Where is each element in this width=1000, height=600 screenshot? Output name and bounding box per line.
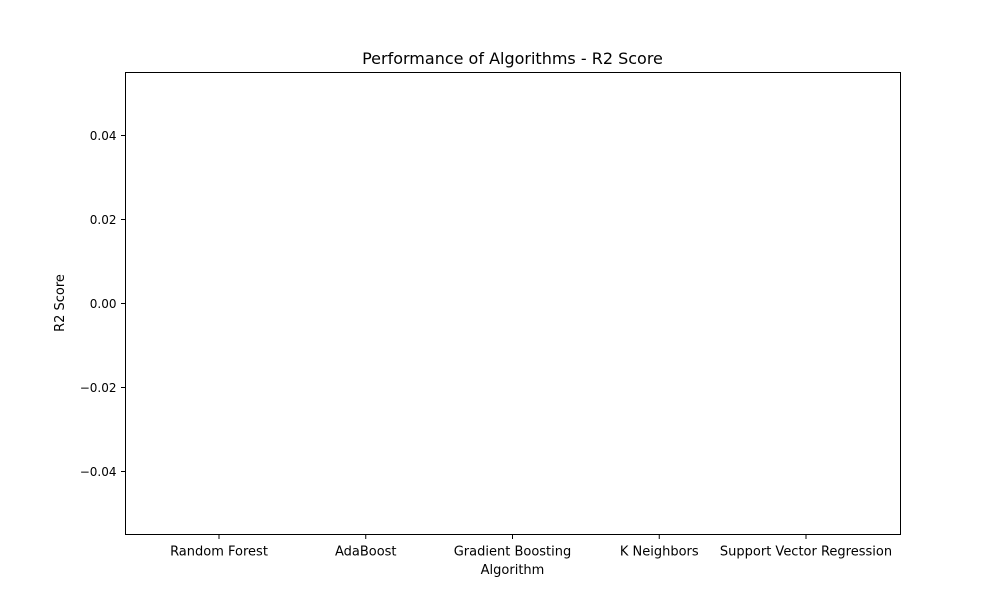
- y-tick-label: −0.02: [80, 381, 117, 395]
- y-axis-label: R2 Score: [53, 274, 68, 332]
- y-tick-label: 0.02: [90, 213, 117, 227]
- x-tick-label: K Neighbors: [620, 545, 699, 560]
- y-tick-label: −0.04: [80, 465, 117, 479]
- y-tick-label: 0.00: [90, 297, 117, 311]
- chart-title: Performance of Algorithms - R2 Score: [362, 49, 663, 68]
- x-tick-label: AdaBoost: [335, 545, 397, 560]
- x-axis-label: Algorithm: [481, 563, 545, 578]
- x-tick-label: Support Vector Regression: [720, 545, 892, 560]
- y-tick-label: 0.04: [90, 129, 117, 143]
- plot-area-frame: [125, 72, 901, 535]
- y-axis: −0.04 −0.02 0.00 0.02 0.04: [80, 129, 126, 479]
- x-tick-label: Random Forest: [170, 545, 268, 560]
- x-tick-label: Gradient Boosting: [454, 545, 572, 560]
- x-axis: Random Forest AdaBoost Gradient Boosting K …: [170, 534, 892, 560]
